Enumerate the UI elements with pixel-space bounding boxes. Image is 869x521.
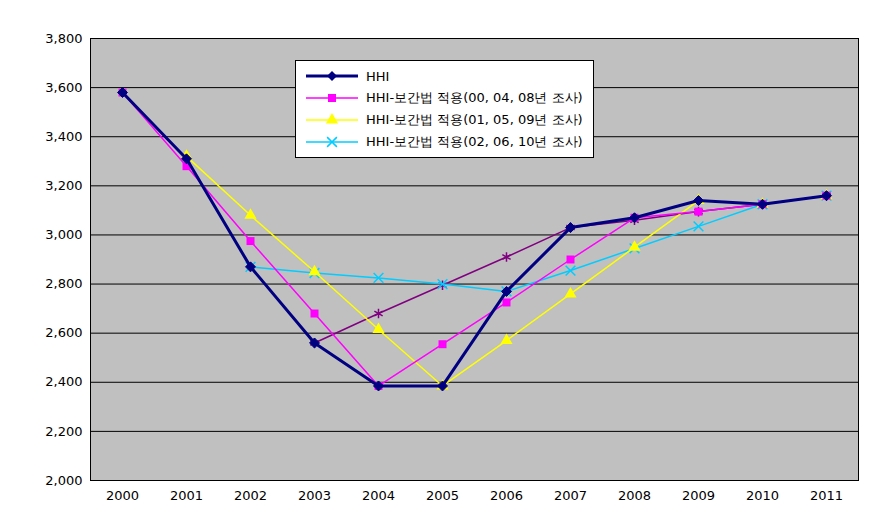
html-text:HHI-보간법 적용(01, 05, 09년 조사): HHI-보간법 적용(01, 05, 09년 조사): [366, 112, 583, 127]
html-text:HHI: HHI: [366, 68, 390, 84]
svg-text:2002: 2002: [234, 488, 267, 503]
svg-text:2,000: 2,000: [45, 473, 82, 488]
svg-text:2,200: 2,200: [45, 424, 82, 439]
svg-text:2008: 2008: [618, 488, 651, 503]
svg-text:3,400: 3,400: [45, 129, 82, 144]
svg-text:3,600: 3,600: [45, 80, 82, 95]
svg-text:2,400: 2,400: [45, 374, 82, 389]
svg-text:2005: 2005: [426, 488, 459, 503]
svg-text:2,600: 2,600: [45, 325, 82, 340]
svg-text:2003: 2003: [298, 488, 331, 503]
svg-text:3,200: 3,200: [45, 178, 82, 193]
svg-text:2009: 2009: [682, 488, 715, 503]
svg-text:2004: 2004: [362, 488, 395, 503]
svg-text:3,800: 3,800: [45, 31, 82, 46]
html-text:HHI-보간법 적용(02, 06, 10년 조사): HHI-보간법 적용(02, 06, 10년 조사): [366, 134, 583, 149]
svg-text:2011: 2011: [810, 488, 843, 503]
svg-text:2006: 2006: [490, 488, 523, 503]
svg-text:2010: 2010: [746, 488, 779, 503]
svg-text:2,800: 2,800: [45, 276, 82, 291]
svg-text:2000: 2000: [106, 488, 139, 503]
svg-text:3,000: 3,000: [45, 227, 82, 242]
svg-text:2001: 2001: [170, 488, 203, 503]
html-text:HHI-보간법 적용(00, 04, 08년 조사): HHI-보간법 적용(00, 04, 08년 조사): [366, 90, 583, 105]
svg-text:2007: 2007: [554, 488, 587, 503]
